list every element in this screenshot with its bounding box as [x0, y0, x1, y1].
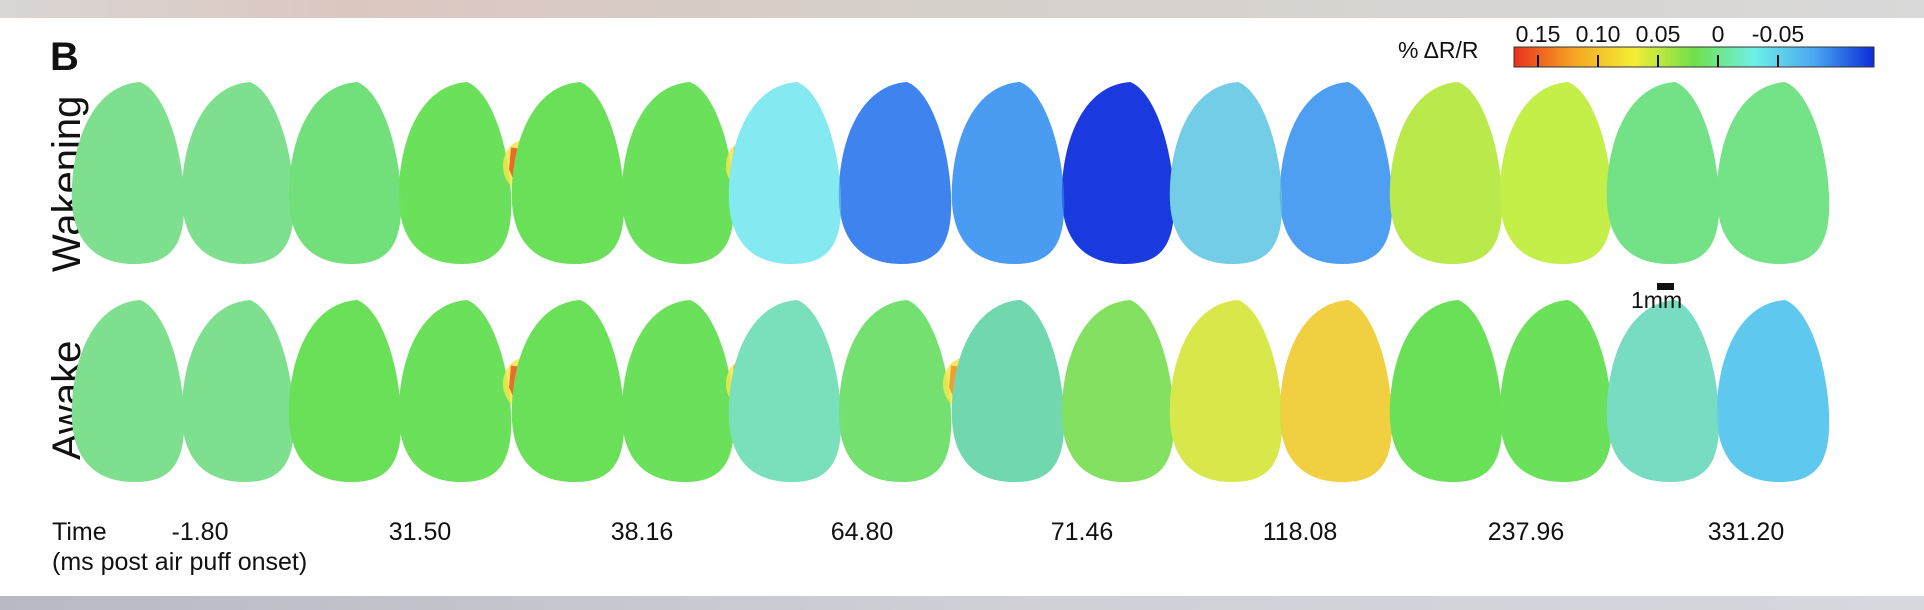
right-hemisphere-map [1499, 82, 1613, 264]
brain-map-pair [1606, 82, 1830, 264]
left-hemisphere-tint [511, 82, 625, 264]
left-hemisphere-map [1169, 82, 1283, 264]
brain-map-pair [71, 82, 295, 264]
right-hemisphere-map [1061, 82, 1175, 264]
left-hemisphere-map [1389, 300, 1503, 482]
left-hemisphere-map [951, 82, 1065, 264]
left-hemisphere-map [71, 300, 185, 482]
left-hemisphere-tint [288, 82, 402, 264]
brain-map-pair [288, 82, 547, 264]
brain-map-pair [1606, 300, 1830, 482]
panel-letter: B [50, 35, 79, 79]
left-hemisphere-map [1169, 300, 1283, 482]
brain-map-pair [71, 300, 295, 482]
brain-map-pair [728, 300, 987, 482]
colorbar [1513, 46, 1875, 68]
right-hemisphere-map [398, 82, 512, 264]
left-hemisphere-tint [1606, 300, 1720, 482]
right-hemisphere-map [1279, 82, 1393, 264]
brain-map-pair [1169, 300, 1393, 482]
left-hemisphere-tint [951, 82, 1065, 264]
right-hemisphere-map [1716, 82, 1830, 264]
left-hemisphere-tint [71, 300, 185, 482]
colorbar-tick-label: 0.15 [1516, 21, 1561, 47]
colorbar-tick-label: 0.10 [1576, 21, 1621, 47]
time-axis-unit-label: (ms post air puff onset) [52, 548, 307, 576]
right-hemisphere-map [1279, 300, 1393, 482]
colorbar-tick-label: 0 [1712, 21, 1725, 47]
brain-map-pair [1389, 300, 1613, 482]
left-hemisphere-tint [1169, 82, 1283, 264]
left-hemisphere-tint [1169, 300, 1283, 482]
left-hemisphere-map [728, 82, 842, 264]
right-hemisphere-map [181, 82, 295, 264]
right-hemisphere-map [1061, 300, 1175, 482]
right-hemisphere-map [1716, 300, 1830, 482]
left-hemisphere-map [288, 300, 402, 482]
brain-map-pair [288, 300, 547, 482]
left-hemisphere-map [511, 300, 625, 482]
colorbar-tick-label: 0.05 [1636, 21, 1681, 47]
left-hemisphere-tint [1606, 82, 1720, 264]
left-hemisphere-map [1606, 82, 1720, 264]
right-hemisphere-map [621, 300, 735, 482]
left-hemisphere-tint [1389, 82, 1503, 264]
left-hemisphere-tint [728, 300, 842, 482]
brain-map-pair [951, 300, 1175, 482]
bottom-border-band [0, 596, 1924, 610]
colorbar-ticks: 0.15 0.10 0.05 0 -0.05 [1516, 21, 1804, 67]
time-axis-label: Time [52, 518, 107, 546]
time-point-label: -1.80 [172, 518, 229, 546]
left-hemisphere-tint [951, 300, 1065, 482]
left-hemisphere-tint [728, 82, 842, 264]
left-hemisphere-map [728, 300, 842, 482]
brain-map-pair [951, 82, 1175, 264]
brain-maps [71, 82, 1830, 482]
right-hemisphere-map [838, 300, 952, 482]
colorbar-tick-label: -0.05 [1752, 21, 1804, 47]
left-hemisphere-map [1389, 82, 1503, 264]
brain-map-pair [728, 82, 952, 264]
left-hemisphere-map [288, 82, 402, 264]
left-hemisphere-tint [71, 82, 185, 264]
left-hemisphere-tint [288, 300, 402, 482]
left-hemisphere-map [71, 82, 185, 264]
time-point-label: 31.50 [389, 518, 452, 546]
left-hemisphere-map [951, 300, 1065, 482]
time-point-label: 64.80 [831, 518, 894, 546]
right-hemisphere-map [621, 82, 735, 264]
brain-map-pair [511, 300, 770, 482]
time-point-label: 38.16 [611, 518, 674, 546]
brain-map-pair [1169, 82, 1393, 264]
right-hemisphere-map [398, 300, 512, 482]
top-border-band [0, 0, 1924, 18]
left-hemisphere-map [511, 82, 625, 264]
time-point-label: 118.08 [1263, 518, 1338, 546]
time-labels: -1.80 31.50 38.16 64.80 71.46 118.08 237.96 331… [172, 518, 1785, 546]
time-point-label: 71.46 [1051, 518, 1114, 546]
right-hemisphere-map [838, 82, 952, 264]
brain-map-pair [511, 82, 770, 264]
right-hemisphere-map [181, 300, 295, 482]
left-hemisphere-map [1606, 300, 1720, 482]
scale-bar-label: 1mm [1631, 287, 1682, 313]
brain-map-pair [1389, 82, 1613, 264]
colorbar-label: % ΔR/R [1398, 37, 1479, 63]
left-hemisphere-tint [1389, 300, 1503, 482]
scale-bar [1657, 283, 1674, 290]
left-hemisphere-tint [511, 300, 625, 482]
right-hemisphere-map [1499, 300, 1613, 482]
time-point-label: 331.20 [1708, 518, 1784, 546]
time-point-label: 237.96 [1488, 518, 1564, 546]
